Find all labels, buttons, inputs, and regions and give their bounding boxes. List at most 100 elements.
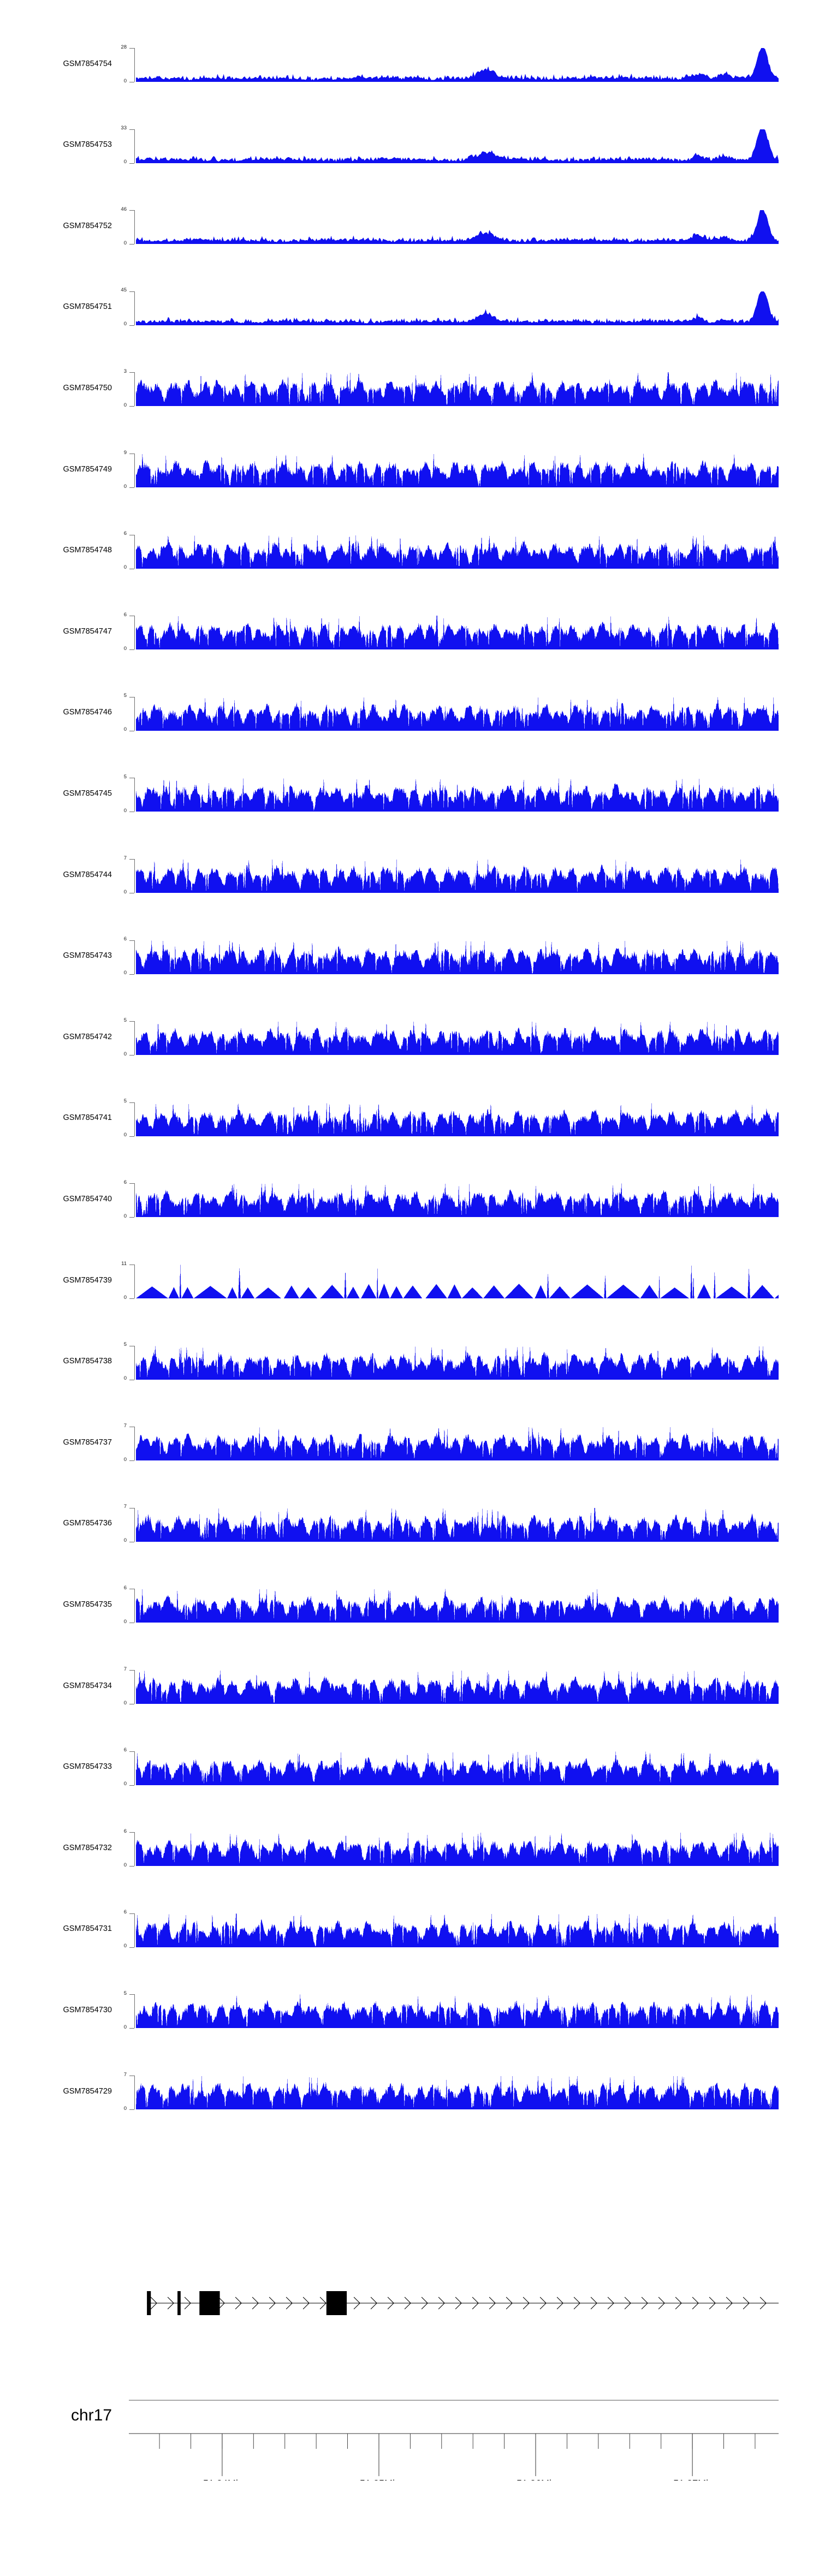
coverage-plot[interactable] <box>136 1265 779 1298</box>
y-axis-max-label: 33 <box>121 125 127 132</box>
y-axis-spine <box>134 1021 135 1056</box>
strand-arrow-icon <box>624 2297 631 2310</box>
y-axis-min-label: 0 <box>123 159 127 165</box>
y-axis-spine <box>134 1913 135 1947</box>
strand-arrow-icon <box>726 2297 733 2310</box>
track-label: GSM7854744 <box>63 870 112 879</box>
strand-arrow-icon <box>455 2297 462 2310</box>
coverage-plot[interactable] <box>136 859 779 893</box>
strand-arrow-icon <box>556 2297 563 2310</box>
y-axis-max-label: 9 <box>123 449 127 456</box>
strand-arrow-icon <box>387 2297 394 2310</box>
y-axis-spine <box>134 291 135 325</box>
coverage-plot[interactable] <box>136 1427 779 1461</box>
track-label: GSM7854732 <box>63 1843 112 1852</box>
y-axis-max-tick <box>129 859 134 860</box>
y-axis-spine <box>134 1102 135 1136</box>
track-label: GSM7854745 <box>63 789 112 798</box>
axis-tick-label: 51.34Mb <box>203 2478 241 2480</box>
y-axis-min-tick <box>129 1460 134 1462</box>
y-axis-min-tick <box>129 974 134 975</box>
y-axis-spine <box>134 1183 135 1218</box>
coverage-plot[interactable] <box>136 616 779 650</box>
y-axis-min-label: 0 <box>123 77 127 84</box>
coverage-plot[interactable] <box>136 778 779 812</box>
strand-arrow-icon <box>421 2297 428 2310</box>
y-axis-max-label: 6 <box>123 1828 127 1834</box>
strand-arrow-icon <box>675 2297 682 2310</box>
track-label: GSM7854742 <box>63 1032 112 1041</box>
y-axis-min-label: 0 <box>123 2105 127 2112</box>
coverage-plot[interactable] <box>136 1832 779 1867</box>
coverage-plot[interactable] <box>136 1913 779 1947</box>
y-axis-max-label: 5 <box>123 693 127 699</box>
y-axis-spine <box>134 1832 135 1867</box>
coverage-plot[interactable] <box>136 1751 779 1785</box>
y-axis-spine <box>134 48 135 82</box>
y-axis-min-label: 0 <box>123 1618 127 1625</box>
track-label: GSM7854754 <box>63 59 112 68</box>
y-axis-max-label: 28 <box>121 44 127 50</box>
coverage-plot[interactable] <box>136 1021 779 1056</box>
coverage-plot[interactable] <box>136 210 779 245</box>
y-axis-min-tick <box>129 163 134 164</box>
y-axis-min-label: 0 <box>123 1537 127 1544</box>
strand-arrow-icon <box>150 2297 157 2310</box>
chromosome-axis-track[interactable]: 51.34Mb 51.35Mb 51.36Mb 51.37Mb <box>0 2399 819 2480</box>
coverage-plot[interactable] <box>136 1507 779 1542</box>
coverage-plot[interactable] <box>136 48 779 82</box>
coverage-plot[interactable] <box>136 2076 779 2109</box>
y-axis-spine <box>134 129 135 163</box>
strand-arrow-icon <box>743 2297 750 2310</box>
y-axis-max-label: 5 <box>123 1098 127 1105</box>
strand-arrow-icon <box>506 2297 513 2310</box>
y-axis-max-tick <box>129 1832 134 1833</box>
y-axis-spine <box>134 778 135 812</box>
y-axis-max-label: 7 <box>123 1666 127 1672</box>
coverage-plot[interactable] <box>136 940 779 974</box>
track-label: GSM7854751 <box>63 302 112 312</box>
coverage-plot[interactable] <box>136 696 779 731</box>
y-axis-spine <box>134 1751 135 1785</box>
coverage-plot[interactable] <box>136 1589 779 1623</box>
coverage-plot[interactable] <box>136 534 779 569</box>
coverage-plot[interactable] <box>136 129 779 163</box>
y-axis-min-tick <box>129 649 134 651</box>
coverage-plot[interactable] <box>136 1345 779 1380</box>
y-axis-min-label: 0 <box>123 970 127 976</box>
strand-arrow-icon <box>607 2297 614 2310</box>
y-axis-min-label: 0 <box>123 889 127 895</box>
coverage-plot[interactable] <box>136 1102 779 1136</box>
track-label: GSM7854730 <box>63 2005 112 2014</box>
y-axis-max-label: 46 <box>121 206 127 212</box>
coverage-plot[interactable] <box>136 1183 779 1218</box>
y-axis-max-label: 5 <box>123 773 127 780</box>
y-axis-spine <box>134 696 135 731</box>
strand-arrow-icon <box>184 2297 191 2310</box>
strand-arrow-icon <box>523 2297 530 2310</box>
y-axis-spine <box>134 534 135 569</box>
y-axis-min-label: 0 <box>123 1781 127 1787</box>
exon-box[interactable] <box>326 2291 347 2315</box>
strand-arrow-icon <box>218 2297 225 2310</box>
y-axis-min-tick <box>129 1866 134 1867</box>
exon-box[interactable] <box>199 2291 220 2315</box>
strand-arrow-icon <box>269 2297 276 2310</box>
y-axis-spine <box>134 1670 135 1704</box>
coverage-plot[interactable] <box>136 1994 779 2029</box>
gene-model-track[interactable] <box>0 2279 819 2328</box>
coverage-plot[interactable] <box>136 454 779 487</box>
y-axis-min-label: 0 <box>123 1132 127 1138</box>
y-axis-min-label: 0 <box>123 1213 127 1219</box>
y-axis-min-tick <box>129 1785 134 1786</box>
strand-arrow-icon <box>489 2297 496 2310</box>
axis-tick-label: 51.37Mb <box>673 2478 711 2480</box>
coverage-plot[interactable] <box>136 1670 779 1704</box>
track-label: GSM7854747 <box>63 627 112 636</box>
coverage-plot[interactable] <box>136 372 779 407</box>
exon-box[interactable] <box>177 2291 181 2315</box>
y-axis-max-label: 6 <box>123 1909 127 1916</box>
y-axis-min-label: 0 <box>123 240 127 246</box>
exon-box[interactable] <box>147 2291 151 2315</box>
coverage-plot[interactable] <box>136 291 779 325</box>
